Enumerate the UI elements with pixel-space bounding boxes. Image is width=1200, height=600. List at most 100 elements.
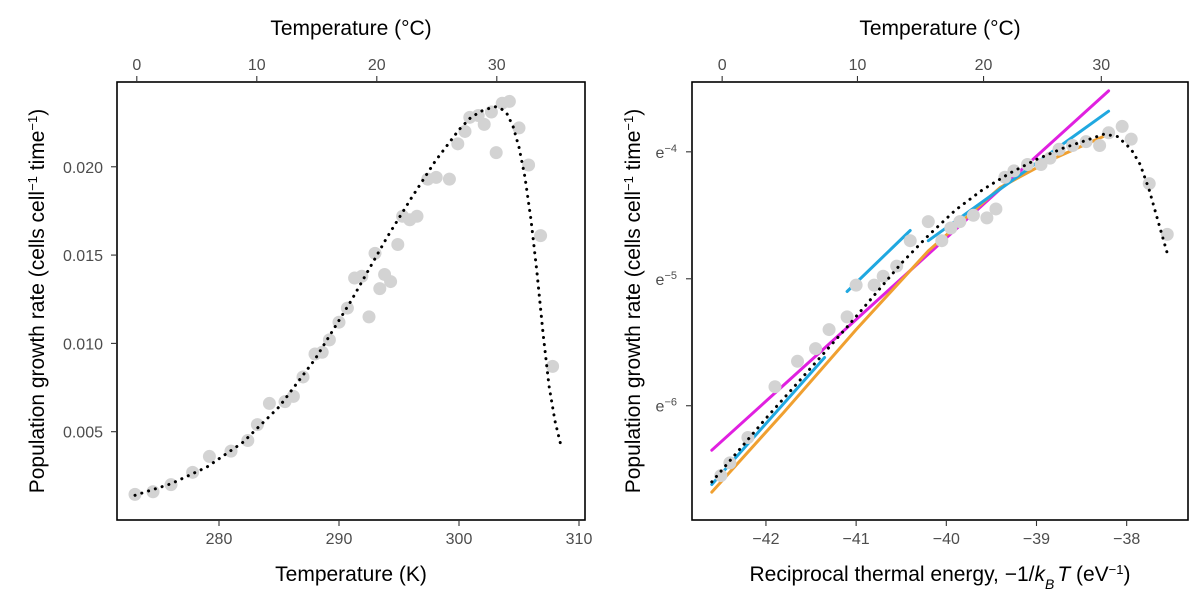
left-data-point	[262, 396, 276, 410]
left-y-label-sup1: −1	[25, 176, 40, 191]
left-top-axis-label: Temperature (°C)	[270, 17, 431, 40]
left-data-point	[373, 282, 387, 296]
left-top-tick-label: 0	[132, 57, 141, 74]
left-data-point	[355, 269, 369, 283]
right-data-point	[1079, 135, 1093, 149]
left-data-point	[368, 246, 382, 260]
right-data-point	[723, 456, 737, 470]
right-top-tick-label: 30	[1092, 57, 1110, 74]
right-chart-panel: −42 −41 −40 −39 −38 0 10 20 30 e−6 e−5 e−4 Temperat…	[621, 17, 1189, 592]
left-y-label-main: Population growth rate (cells cell	[26, 191, 49, 493]
right-x-tick-label: −41	[843, 531, 870, 548]
right-data-point	[998, 170, 1012, 184]
left-data-point	[477, 117, 491, 131]
right-x-label-main: Reciprocal thermal energy, −1/	[749, 563, 1034, 586]
left-top-tick-label: 30	[488, 57, 506, 74]
right-fit-curve	[710, 132, 1169, 484]
right-x-label-sup: −1	[1109, 562, 1124, 577]
right-top-tick-label: 0	[718, 57, 727, 74]
right-data-point	[1115, 119, 1129, 133]
left-x-tick-label: 280	[206, 531, 233, 548]
right-x-axis-label: Reciprocal thermal energy, −1/kB T (eV−1)	[749, 562, 1130, 593]
right-x-label-T: T	[1057, 563, 1072, 586]
right-data-point	[1052, 142, 1066, 156]
right-y-label-end: )	[622, 109, 645, 116]
right-data-point	[1043, 151, 1057, 165]
left-fit-curve	[133, 105, 563, 497]
right-data-point	[1034, 158, 1048, 172]
left-data-point	[315, 345, 329, 359]
left-data-point	[286, 389, 300, 403]
left-y-tick-label: 0.020	[63, 160, 103, 177]
right-y-label-mid: time	[622, 131, 645, 177]
left-data-point	[451, 137, 465, 151]
right-data-points	[714, 119, 1174, 483]
right-data-point	[1102, 126, 1116, 140]
right-x-label-end: )	[1124, 563, 1131, 586]
left-data-point	[362, 310, 376, 324]
left-y-tick-label: 0.010	[63, 336, 103, 353]
left-data-point	[429, 170, 443, 184]
right-data-point	[944, 221, 958, 235]
right-data-point	[809, 342, 823, 356]
left-data-point	[489, 146, 503, 160]
right-data-point	[840, 310, 854, 324]
left-data-point	[391, 237, 405, 251]
right-fit-lines	[710, 89, 1111, 494]
right-data-point	[714, 469, 728, 483]
left-y-label-sup2: −1	[25, 116, 40, 131]
right-data-point	[903, 234, 917, 248]
right-top-axis-label: Temperature (°C)	[859, 17, 1020, 40]
right-x-label-k: k	[1034, 563, 1046, 586]
left-y-label-end: )	[26, 109, 49, 116]
left-data-point	[164, 478, 178, 492]
left-y-tick-label: 0.015	[63, 248, 103, 265]
right-x-tick-label: −38	[1113, 531, 1140, 548]
right-x-label-sub: B	[1045, 576, 1054, 592]
right-top-tick-label: 10	[849, 57, 867, 74]
right-x-label-unit: (eV	[1070, 563, 1109, 586]
right-dotted-curve	[710, 132, 1169, 484]
right-x-tick-label: −40	[933, 531, 960, 548]
right-data-point	[1020, 158, 1034, 172]
right-data-point	[867, 278, 881, 292]
right-data-point	[1007, 164, 1021, 178]
right-fit-line-orange	[710, 132, 1111, 494]
left-x-axis-label: Temperature (K)	[275, 563, 427, 586]
right-y-tick-label: e−4	[656, 143, 677, 162]
right-top-tick-label: 20	[975, 57, 993, 74]
right-data-point	[989, 202, 1003, 216]
left-top-tick-label: 20	[368, 57, 386, 74]
right-ticks: −42 −41 −40 −39 −38 0 10 20 30 e−6 e−5 e−4	[656, 57, 1141, 548]
left-data-point	[241, 434, 255, 448]
left-x-tick-label: 290	[326, 531, 353, 548]
left-y-axis-label: Population growth rate (cells cell−1 tim…	[25, 109, 50, 494]
left-data-point	[384, 275, 398, 289]
right-data-point	[849, 278, 863, 292]
left-data-point	[296, 370, 310, 384]
right-data-point	[890, 259, 904, 273]
left-ticks: 280 290 300 310 0 10 20 30 0.005 0.010 0.015 0.020	[63, 57, 592, 548]
right-data-point	[921, 215, 935, 229]
right-data-point	[966, 208, 980, 222]
right-plot-frame	[691, 81, 1189, 521]
right-data-point	[980, 211, 994, 225]
left-y-label-mid: time	[26, 131, 49, 177]
left-x-tick-label: 310	[566, 531, 593, 548]
right-y-label-main: Population growth rate (cells cell	[622, 191, 645, 493]
left-dotted-curve	[133, 105, 563, 497]
left-data-point	[534, 229, 548, 243]
right-data-point	[1142, 177, 1156, 191]
left-data-point	[502, 94, 516, 108]
left-data-point	[512, 121, 526, 135]
left-data-point	[322, 333, 336, 347]
right-data-point	[822, 323, 836, 337]
left-data-points	[128, 94, 560, 501]
right-x-tick-label: −39	[1023, 531, 1050, 548]
right-data-point	[1066, 138, 1080, 152]
right-y-label-sup2: −1	[621, 116, 636, 131]
left-data-point	[522, 158, 536, 172]
right-x-tick-label: −42	[752, 531, 779, 548]
